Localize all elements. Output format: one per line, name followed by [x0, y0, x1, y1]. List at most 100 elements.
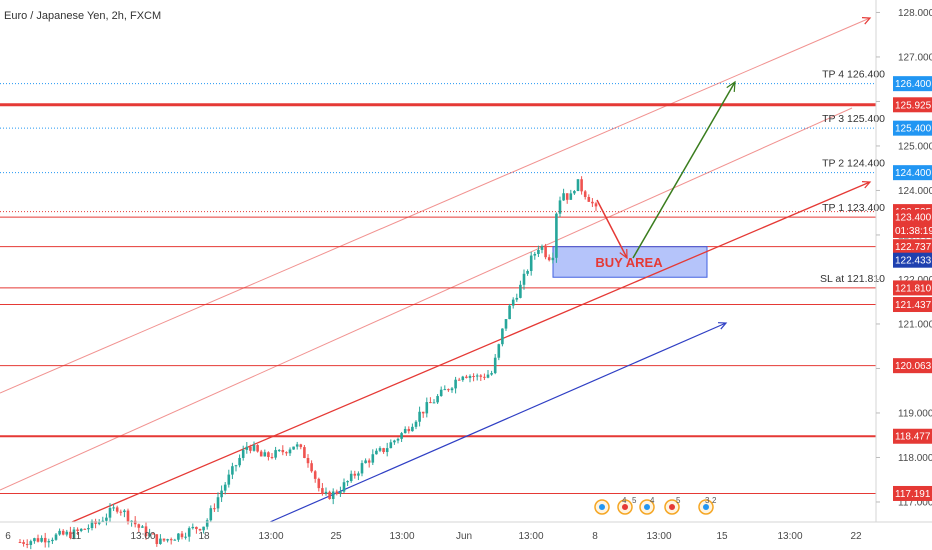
buy-area-label: BUY AREA [595, 255, 663, 270]
candle-body-124 [465, 376, 468, 378]
time-tick-label-8: 13:00 [518, 531, 543, 542]
level-note-3: TP 2 124.400 [822, 158, 885, 170]
event-icon-dot-2 [644, 504, 650, 510]
level-lines [0, 83, 876, 494]
candle-body-66 [256, 445, 259, 452]
candle-body-126 [472, 375, 475, 377]
candle-body-84 [321, 488, 324, 494]
candle-body-39 [159, 538, 162, 544]
candle-body-52 [205, 520, 209, 527]
candle-body-100 [378, 448, 382, 451]
candle-body-71 [274, 450, 277, 458]
level-badge-2-box [893, 120, 932, 136]
candle-body-130 [486, 374, 490, 378]
candle-body-44 [177, 533, 180, 540]
candle-body-0 [18, 542, 22, 544]
time-tick-label-13: 22 [850, 531, 862, 542]
candle-body-104 [393, 440, 396, 443]
candle-body-6 [40, 537, 43, 542]
extra-badge-1-label: 01:38:19 [895, 226, 932, 237]
channel-upper-arrowhead [861, 17, 872, 25]
level-badge-7-label: 121.810 [895, 283, 932, 294]
price-badges: 126.400125.925125.400124.400123.525123.4… [893, 76, 932, 501]
candle-body-10 [54, 534, 58, 540]
candle-body-65 [252, 445, 256, 451]
price-tick-label-1: 127.000 [898, 52, 932, 63]
candle-body-132 [493, 357, 497, 374]
candle-body-14 [69, 531, 72, 538]
candle-body-64 [249, 446, 252, 451]
chart-title: Euro / Japanese Yen, 2h, FXCM [4, 10, 161, 22]
candle-body-107 [403, 428, 407, 434]
event-count-3: 5 [676, 496, 681, 505]
candle-body-144 [537, 249, 540, 254]
level-badge-3-box [893, 165, 932, 181]
level-badge-11-label: 117.191 [895, 489, 931, 500]
candle-body-138 [515, 297, 519, 300]
candle-body-9 [51, 539, 54, 542]
candle-body-38 [155, 534, 159, 544]
event-count-5: 2 [712, 496, 717, 505]
target-arrowhead [726, 80, 736, 93]
candle-body-123 [461, 376, 465, 381]
candle-body-134 [501, 328, 504, 345]
candle-body-143 [533, 253, 537, 256]
candle-body-150 [558, 200, 562, 214]
event-count-2: 4 [650, 496, 655, 505]
extra-badge-0-box [893, 252, 932, 268]
channel-middle-line [0, 107, 853, 491]
candle-body-36 [148, 533, 151, 537]
candle-body-117 [439, 389, 443, 397]
candle-body-153 [569, 193, 573, 200]
candle-body-156 [580, 179, 583, 192]
price-tick-label-4: 124.000 [898, 186, 932, 197]
projection-arrows [596, 80, 736, 260]
level-note-7: SL at 121.810 [820, 273, 885, 285]
candles [18, 176, 598, 550]
candle-body-93 [353, 473, 357, 476]
candle-body-140 [522, 273, 526, 285]
candle-body-53 [209, 508, 213, 521]
candle-body-22 [97, 521, 101, 524]
time-tick-label-4: 13:00 [258, 531, 283, 542]
candle-body-133 [497, 344, 501, 358]
candle-body-25 [108, 508, 112, 518]
level-badge-3-label: 124.400 [895, 168, 932, 179]
candle-body-61 [238, 457, 241, 466]
candle-body-121 [454, 379, 457, 389]
candle-body-23 [101, 520, 105, 522]
candle-body-56 [220, 490, 223, 498]
level-badge-11-box [893, 485, 932, 501]
time-tick-label-9: 8 [592, 531, 598, 542]
candle-body-34 [141, 526, 144, 528]
level-badge-8-box [893, 297, 932, 313]
candle-body-99 [375, 450, 378, 455]
candle-body-91 [346, 481, 349, 483]
time-tick-label-12: 13:00 [777, 531, 802, 542]
candle-body-41 [166, 539, 169, 541]
candle-body-139 [519, 284, 522, 298]
candle-body-120 [450, 388, 454, 391]
candle-body-80 [306, 457, 310, 464]
time-tick-label-1: 11 [71, 531, 82, 542]
candle-body-131 [490, 373, 493, 375]
candle-body-60 [234, 465, 238, 467]
candle-body-116 [436, 396, 439, 403]
candle-body-69 [267, 452, 270, 457]
candle-body-149 [555, 213, 558, 258]
candle-body-8 [47, 541, 51, 543]
candle-body-118 [443, 389, 447, 391]
candle-body-15 [72, 529, 76, 538]
time-tick-label-2: 13:00 [130, 531, 155, 542]
time-tick-label-7: Jun [456, 531, 472, 542]
candle-body-54 [213, 508, 216, 510]
support-trendline [269, 322, 727, 523]
candle-body-2 [25, 543, 29, 545]
level-badge-1-label: 125.925 [895, 100, 932, 111]
level-badge-2-label: 125.400 [895, 124, 932, 135]
level-badge-1-box [893, 97, 932, 113]
channel-lower-arrowhead [861, 181, 872, 189]
time-tick-label-5: 25 [330, 531, 342, 542]
